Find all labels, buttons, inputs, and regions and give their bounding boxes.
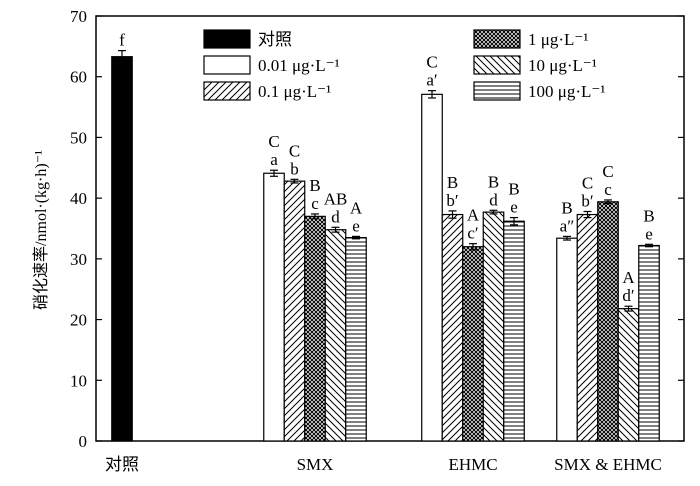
- bar: [597, 201, 619, 442]
- significance-label: d: [331, 207, 340, 226]
- significance-label: C: [289, 141, 300, 160]
- significance-label: b′: [446, 191, 458, 210]
- legend-swatch: [473, 81, 521, 101]
- significance-label: d: [489, 190, 498, 209]
- y-tick-label: 40: [70, 189, 87, 208]
- y-tick-label: 30: [70, 250, 87, 269]
- y-tick-label: 50: [70, 128, 87, 147]
- y-tick-label: 20: [70, 311, 87, 330]
- legend-swatch: [203, 29, 251, 49]
- x-tick-label: EHMC: [448, 455, 497, 474]
- bar: [283, 180, 306, 442]
- axes: 0 10 20 30 40 50 60 70 对照 SMX EHMC SMX & EHMC: [70, 7, 685, 474]
- legend-label: 100 μg·L⁻¹: [528, 82, 605, 101]
- significance-label: b: [290, 159, 299, 178]
- plot-frame: [95, 15, 685, 442]
- legend-label: 10 μg·L⁻¹: [528, 56, 597, 75]
- significance-label: a: [270, 150, 278, 169]
- x-tick-label: SMX: [297, 455, 334, 474]
- significance-label: b′: [581, 192, 593, 211]
- significance-label: B: [488, 172, 499, 191]
- significance-label: e: [645, 224, 653, 243]
- significance-label: e: [352, 216, 360, 235]
- legend: 对照 0.01 μg·L⁻¹ 0.1 μg·L⁻¹ 1 μg·L⁻¹ 10 μg·L⁻¹…: [203, 29, 605, 101]
- significance-label: c′: [467, 224, 478, 243]
- bar: [441, 213, 464, 442]
- significance-label: B: [508, 180, 519, 199]
- bar: [111, 56, 133, 442]
- bar: [345, 237, 367, 442]
- legend-swatch: [473, 29, 521, 49]
- significance-label: c: [604, 180, 612, 199]
- bar: [638, 244, 660, 442]
- significance-label: c: [311, 194, 319, 213]
- significance-label: C: [582, 174, 593, 193]
- significance-label: e: [510, 198, 518, 217]
- x-tick-label: 对照: [105, 455, 139, 474]
- x-tick-label: SMX & EHMC: [554, 455, 662, 474]
- bar: [462, 246, 484, 442]
- bar: [503, 220, 525, 442]
- legend-label: 1 μg·L⁻¹: [528, 30, 588, 49]
- significance-label: a′: [426, 71, 437, 90]
- significance-label: C: [602, 162, 613, 181]
- y-axis-label: 硝化速率/nmol·(kg·h)⁻¹: [32, 150, 50, 310]
- significance-label: B: [561, 198, 572, 217]
- y-tick-label: 0: [79, 432, 88, 451]
- bar: [617, 308, 640, 442]
- significance-label: B: [643, 206, 654, 225]
- legend-swatch: [203, 81, 251, 101]
- bar: [482, 211, 505, 442]
- significance-label: AB: [324, 189, 348, 208]
- bar: [421, 93, 443, 442]
- y-tick-label: 10: [70, 371, 87, 390]
- y-tick-label: 60: [70, 68, 87, 87]
- significance-label: A: [622, 268, 635, 287]
- significance-label: A: [467, 206, 480, 225]
- significance-label: A: [350, 198, 363, 217]
- bar: [556, 237, 578, 442]
- significance-label: d′: [622, 286, 634, 305]
- legend-label: 0.01 μg·L⁻¹: [258, 56, 340, 75]
- significance-label: a″: [560, 216, 575, 235]
- bar: [324, 229, 347, 442]
- significance-label: B: [309, 176, 320, 195]
- legend-label: 对照: [258, 30, 292, 49]
- y-tick-label: 70: [70, 7, 87, 26]
- legend-label: 0.1 μg·L⁻¹: [258, 82, 331, 101]
- bar: [263, 172, 285, 442]
- significance-label: C: [268, 132, 279, 151]
- significance-label: f: [119, 31, 125, 50]
- legend-swatch: [473, 55, 521, 75]
- bar: [304, 215, 326, 442]
- significance-label: C: [426, 53, 437, 72]
- legend-swatch: [203, 55, 251, 75]
- significance-label: B: [447, 173, 458, 192]
- bar: [576, 213, 599, 442]
